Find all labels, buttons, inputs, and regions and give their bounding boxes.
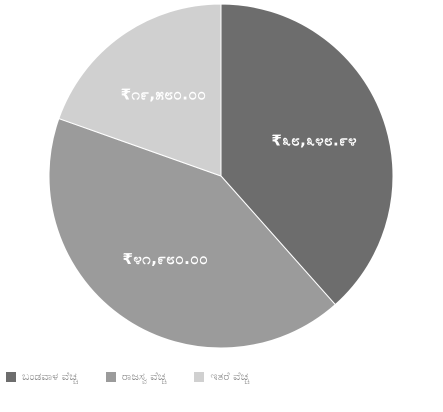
pie-slice-3[interactable] — [58, 3, 222, 177]
slice-value-label-2: ₹೪೧,೯೮೦.೦೦ — [122, 250, 208, 268]
slice-value-label-3: ₹೧೯,೫೮೦.೦೦ — [121, 86, 207, 104]
pie-slice-2[interactable] — [48, 117, 336, 349]
legend-item-1[interactable]: ಬಂಡವಾಳ ವೆಚ್ಚ — [6, 370, 78, 384]
legend-label-3: ಇತರೆ ವೆಚ್ಚ — [210, 370, 250, 383]
legend-swatch-2 — [105, 372, 116, 382]
pie-slices — [48, 3, 394, 349]
legend-swatch-1 — [6, 372, 16, 382]
legend: ಬಂಡವಾಳ ವೆಚ್ಚ ರಾಜಸ್ವ ವೆಚ್ಚ ಇತರೆ ವೆಚ್ಚ — [6, 367, 443, 387]
legend-swatch-3 — [194, 372, 205, 382]
slice-value-label-1: ₹೩೮,೩೪೮.೯೪ — [271, 132, 357, 150]
pie-chart: ₹೩೮,೩೪೮.೯೪ ₹೪೧,೯೮೦.೦೦ ₹೧೯,೫೮೦.೦೦ — [48, 3, 394, 349]
slice-labels: ₹೩೮,೩೪೮.೯೪ ₹೪೧,೯೮೦.೦೦ ₹೧೯,೫೮೦.೦೦ — [121, 86, 357, 268]
legend-label-1: ಬಂಡವಾಳ ವೆಚ್ಚ — [22, 370, 78, 383]
legend-item-2[interactable]: ರಾಜಸ್ವ ವೆಚ್ಚ — [105, 370, 167, 384]
legend-item-3[interactable]: ಇತರೆ ವೆಚ್ಚ — [194, 370, 249, 384]
pie-slice-1[interactable] — [220, 3, 394, 306]
legend-label-2: ರಾಜಸ್ವ ವೆಚ್ಚ — [121, 370, 167, 383]
